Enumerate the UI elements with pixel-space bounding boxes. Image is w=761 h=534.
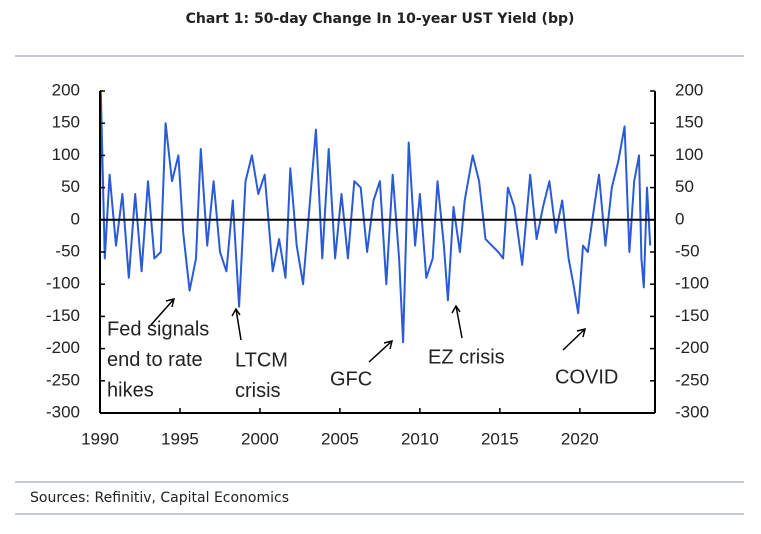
y2-tick-label: 0	[675, 209, 684, 228]
x-tick-label: 2020	[561, 429, 599, 448]
x-tick-label: 2005	[321, 429, 359, 448]
source-note: Sources: Refinitiv, Capital Economics	[30, 490, 289, 506]
y-tick-label: 150	[52, 113, 80, 132]
annotation: GFC	[330, 368, 372, 390]
x-tick-label: 2000	[241, 429, 279, 448]
y2-tick-label: -150	[675, 306, 709, 325]
y2-tick-label: 150	[675, 113, 703, 132]
y-tick-label: 50	[61, 177, 80, 196]
y-tick-label: 0	[71, 209, 80, 228]
y-tick-label: -300	[46, 402, 80, 421]
y-tick-label: -200	[46, 338, 80, 357]
annotation: Fed signals	[107, 318, 209, 340]
annotation: hikes	[107, 379, 154, 401]
x-tick-label: 1995	[161, 429, 199, 448]
arrows	[149, 297, 587, 363]
y-tick-label: 200	[52, 80, 80, 99]
y-tick-label: -250	[46, 370, 80, 389]
annotation: end to rate	[107, 349, 203, 371]
y-tick-label: 100	[52, 145, 80, 164]
y2-tick-label: -100	[675, 274, 709, 293]
chart-title: Chart 1: 50-day Change In 10-year UST Yi…	[186, 11, 575, 27]
y2-tick-label: -200	[675, 338, 709, 357]
x-tick-label: 1990	[81, 429, 119, 448]
y-tick-label: -150	[46, 306, 80, 325]
data-line	[99, 90, 652, 344]
annotation: crisis	[235, 380, 281, 402]
y2-tick-label: 200	[675, 80, 703, 99]
y2-tick-label: 100	[675, 145, 703, 164]
x-tick-label: 2015	[481, 429, 519, 448]
x-tick-label: 2010	[401, 429, 439, 448]
y-tick-label: -100	[46, 274, 80, 293]
annotation: COVID	[555, 366, 618, 388]
y2-tick-label: -250	[675, 370, 709, 389]
y2-tick-label: -50	[675, 241, 700, 260]
annotation: LTCM	[235, 349, 288, 371]
annotation: EZ crisis	[428, 346, 505, 368]
y2-tick-label: -300	[675, 402, 709, 421]
y2-tick-label: 50	[675, 177, 694, 196]
y-tick-label: -50	[55, 241, 80, 260]
